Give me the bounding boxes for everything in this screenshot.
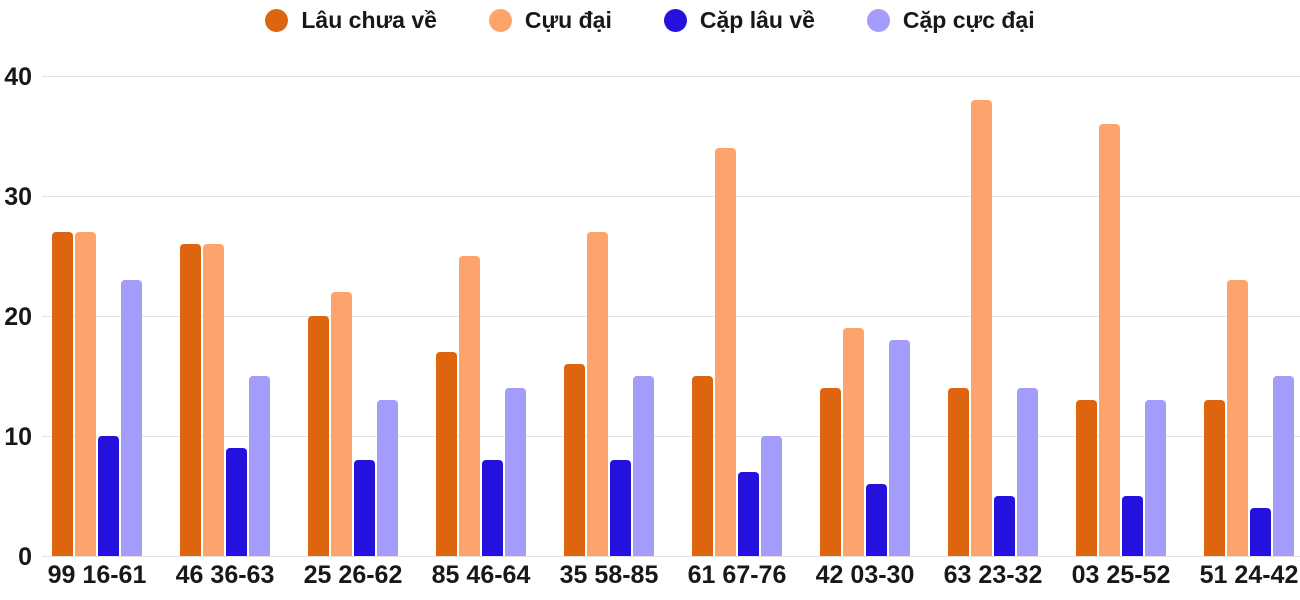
bar-series-0-cat-5[interactable] [692,376,713,556]
x-axis-category-label: 25 26-62 [303,561,403,589]
bar-group [820,328,910,556]
bar-series-2-cat-0[interactable] [98,436,119,556]
bar-series-1-cat-5[interactable] [715,148,736,556]
x-axis-category-label: 61 67-76 [687,561,787,589]
x-axis-category-label: 63 23-32 [943,561,1043,589]
bar-series-1-cat-6[interactable] [843,328,864,556]
x-axis-category-label: 03 25-52 [1071,561,1171,589]
bar-group [308,292,398,556]
bar-series-0-cat-6[interactable] [820,388,841,556]
bar-series-2-cat-6[interactable] [866,484,887,556]
bar-series-3-cat-3[interactable] [505,388,526,556]
gridline [42,316,1300,317]
x-axis: 99 16-61 46 36-63 25 26-62 85 46-64 35 58-85… [47,561,1299,590]
legend-label: Cặp cực đại [902,7,1035,33]
gridline [42,556,1300,557]
bar-group [52,232,142,556]
bar-series-2-cat-4[interactable] [610,460,631,556]
bar-series-0-cat-4[interactable] [564,364,585,556]
bar-group [1076,124,1166,556]
bar-group [1204,280,1294,556]
bar-series-2-cat-8[interactable] [1122,496,1143,556]
bar-groups [52,100,1294,556]
y-axis-tick-label: 10 [4,423,32,451]
gridline [42,196,1300,197]
bar-series-1-cat-2[interactable] [331,292,352,556]
x-axis-category-label: 35 58-85 [559,561,659,589]
legend-item-series-3[interactable]: Cặp cực đại [866,7,1035,34]
legend-item-series-0[interactable]: Lâu chưa về [265,7,437,34]
bar-series-3-cat-5[interactable] [761,436,782,556]
x-axis-category-label: 46 36-63 [175,561,275,589]
bar-series-0-cat-1[interactable] [180,244,201,556]
bar-group [180,244,270,556]
bar-series-1-cat-8[interactable] [1099,124,1120,556]
bar-series-3-cat-6[interactable] [889,340,910,556]
bar-series-0-cat-9[interactable] [1204,400,1225,556]
legend-swatch-icon [866,9,890,32]
bar-series-1-cat-1[interactable] [203,244,224,556]
bar-series-2-cat-1[interactable] [226,448,247,556]
bar-series-0-cat-0[interactable] [52,232,73,556]
legend-item-series-1[interactable]: Cựu đại [488,7,612,34]
legend-item-series-2[interactable]: Cặp lâu về [663,7,815,34]
bar-series-2-cat-5[interactable] [738,472,759,556]
legend-label: Cựu đại [524,7,612,33]
plot-area: 0 10 20 30 40 [0,60,1300,570]
bar-series-1-cat-4[interactable] [587,232,608,556]
bar-series-0-cat-7[interactable] [948,388,969,556]
bar-group [948,100,1038,556]
legend-label: Lâu chưa về [301,7,437,33]
legend-swatch-icon [488,9,512,32]
bar-group [692,148,782,556]
bar-series-2-cat-9[interactable] [1250,508,1271,556]
gridline [42,436,1300,437]
bar-series-3-cat-2[interactable] [377,400,398,556]
bar-series-2-cat-3[interactable] [482,460,503,556]
bar-series-2-cat-2[interactable] [354,460,375,556]
bar-series-3-cat-0[interactable] [121,280,142,556]
y-axis-tick-label: 0 [18,543,32,571]
legend-label: Cặp lâu về [699,7,815,33]
bar-series-0-cat-2[interactable] [308,316,329,556]
bar-series-3-cat-4[interactable] [633,376,654,556]
bar-series-1-cat-7[interactable] [971,100,992,556]
legend-swatch-icon [663,9,687,32]
bar-group [564,232,654,556]
bar-series-0-cat-8[interactable] [1076,400,1097,556]
legend-swatch-icon [265,9,289,32]
y-axis-tick-label: 20 [4,303,32,331]
x-axis-category-label: 42 03-30 [815,561,915,589]
gridline [42,76,1300,77]
bar-series-2-cat-7[interactable] [994,496,1015,556]
x-axis-category-label: 51 24-42 [1199,561,1299,589]
bar-series-1-cat-9[interactable] [1227,280,1248,556]
bar-series-0-cat-3[interactable] [436,352,457,556]
chart-legend: Lâu chưa về Cựu đại Cặp lâu về Cặp cực đại [0,7,1300,34]
bar-series-3-cat-8[interactable] [1145,400,1166,556]
bar-series-1-cat-0[interactable] [75,232,96,556]
y-axis-tick-label: 40 [4,63,32,91]
bar-series-3-cat-1[interactable] [249,376,270,556]
y-axis-tick-label: 30 [4,183,32,211]
x-axis-category-label: 85 46-64 [431,561,531,589]
x-axis-category-label: 99 16-61 [47,561,147,589]
bar-series-1-cat-3[interactable] [459,256,480,556]
bar-group [436,256,526,556]
bar-series-3-cat-7[interactable] [1017,388,1038,556]
bar-series-3-cat-9[interactable] [1273,376,1294,556]
